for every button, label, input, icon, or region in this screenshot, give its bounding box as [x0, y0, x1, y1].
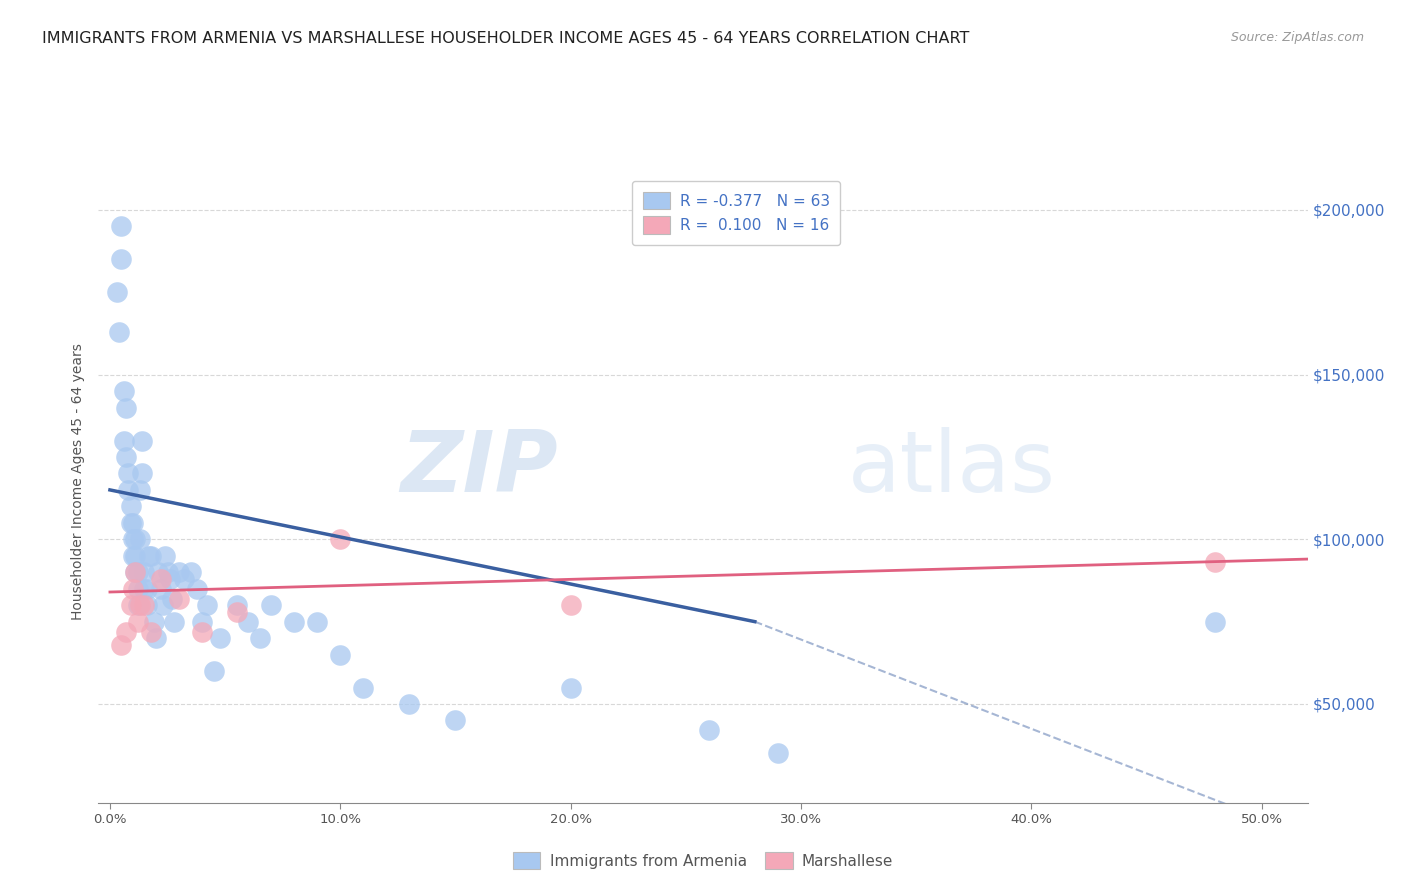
Point	[236, 615, 259, 629]
Point	[124, 549, 146, 563]
Point	[560, 681, 582, 695]
Point	[122, 533, 145, 547]
Point	[152, 598, 174, 612]
Point	[115, 401, 138, 415]
Point	[156, 566, 179, 580]
Point	[149, 572, 172, 586]
Point	[159, 572, 181, 586]
Point	[105, 285, 128, 300]
Point	[124, 566, 146, 580]
Text: Source: ZipAtlas.com: Source: ZipAtlas.com	[1230, 31, 1364, 45]
Point	[124, 566, 146, 580]
Point	[142, 615, 165, 629]
Point	[122, 582, 145, 596]
Point	[134, 598, 156, 612]
Point	[209, 631, 232, 645]
Point	[131, 434, 153, 448]
Point	[115, 624, 138, 639]
Point	[148, 566, 170, 580]
Point	[249, 631, 271, 645]
Point	[110, 638, 132, 652]
Point	[149, 582, 172, 596]
Point	[141, 624, 163, 639]
Point	[560, 598, 582, 612]
Point	[160, 591, 183, 606]
Point	[127, 615, 149, 629]
Point	[128, 483, 150, 497]
Point	[141, 549, 163, 563]
Text: IMMIGRANTS FROM ARMENIA VS MARSHALLESE HOUSEHOLDER INCOME AGES 45 - 64 YEARS COR: IMMIGRANTS FROM ARMENIA VS MARSHALLESE H…	[42, 31, 970, 46]
Point	[145, 631, 167, 645]
Point	[128, 598, 150, 612]
Point	[127, 598, 149, 612]
Point	[1204, 615, 1226, 629]
Point	[167, 566, 190, 580]
Point	[110, 219, 132, 234]
Point	[108, 325, 131, 339]
Text: atlas: atlas	[848, 427, 1056, 510]
Point	[766, 747, 789, 761]
Point	[117, 467, 139, 481]
Point	[225, 598, 247, 612]
Point	[127, 582, 149, 596]
Point	[180, 566, 202, 580]
Point	[191, 624, 214, 639]
Point	[115, 450, 138, 464]
Point	[134, 566, 156, 580]
Point	[120, 500, 142, 514]
Point	[697, 723, 720, 738]
Point	[1204, 555, 1226, 569]
Legend: Immigrants from Armenia, Marshallese: Immigrants from Armenia, Marshallese	[503, 843, 903, 879]
Point	[134, 582, 156, 596]
Point	[195, 598, 218, 612]
Point	[124, 533, 146, 547]
Point	[138, 549, 160, 563]
Point	[167, 591, 190, 606]
Point	[260, 598, 283, 612]
Y-axis label: Householder Income Ages 45 - 64 years: Householder Income Ages 45 - 64 years	[72, 343, 86, 620]
Point	[186, 582, 208, 596]
Point	[135, 598, 157, 612]
Point	[122, 549, 145, 563]
Text: ZIP: ZIP	[401, 427, 558, 510]
Point	[127, 566, 149, 580]
Point	[120, 598, 142, 612]
Point	[444, 714, 467, 728]
Point	[120, 516, 142, 530]
Point	[329, 533, 352, 547]
Point	[112, 384, 135, 398]
Point	[225, 605, 247, 619]
Point	[112, 434, 135, 448]
Point	[307, 615, 329, 629]
Point	[122, 516, 145, 530]
Point	[202, 664, 225, 678]
Point	[283, 615, 305, 629]
Point	[191, 615, 214, 629]
Point	[131, 467, 153, 481]
Point	[110, 252, 132, 267]
Point	[135, 582, 157, 596]
Point	[155, 549, 177, 563]
Point	[398, 697, 420, 711]
Point	[329, 648, 352, 662]
Point	[117, 483, 139, 497]
Point	[128, 533, 150, 547]
Point	[163, 615, 186, 629]
Point	[173, 572, 195, 586]
Point	[352, 681, 374, 695]
